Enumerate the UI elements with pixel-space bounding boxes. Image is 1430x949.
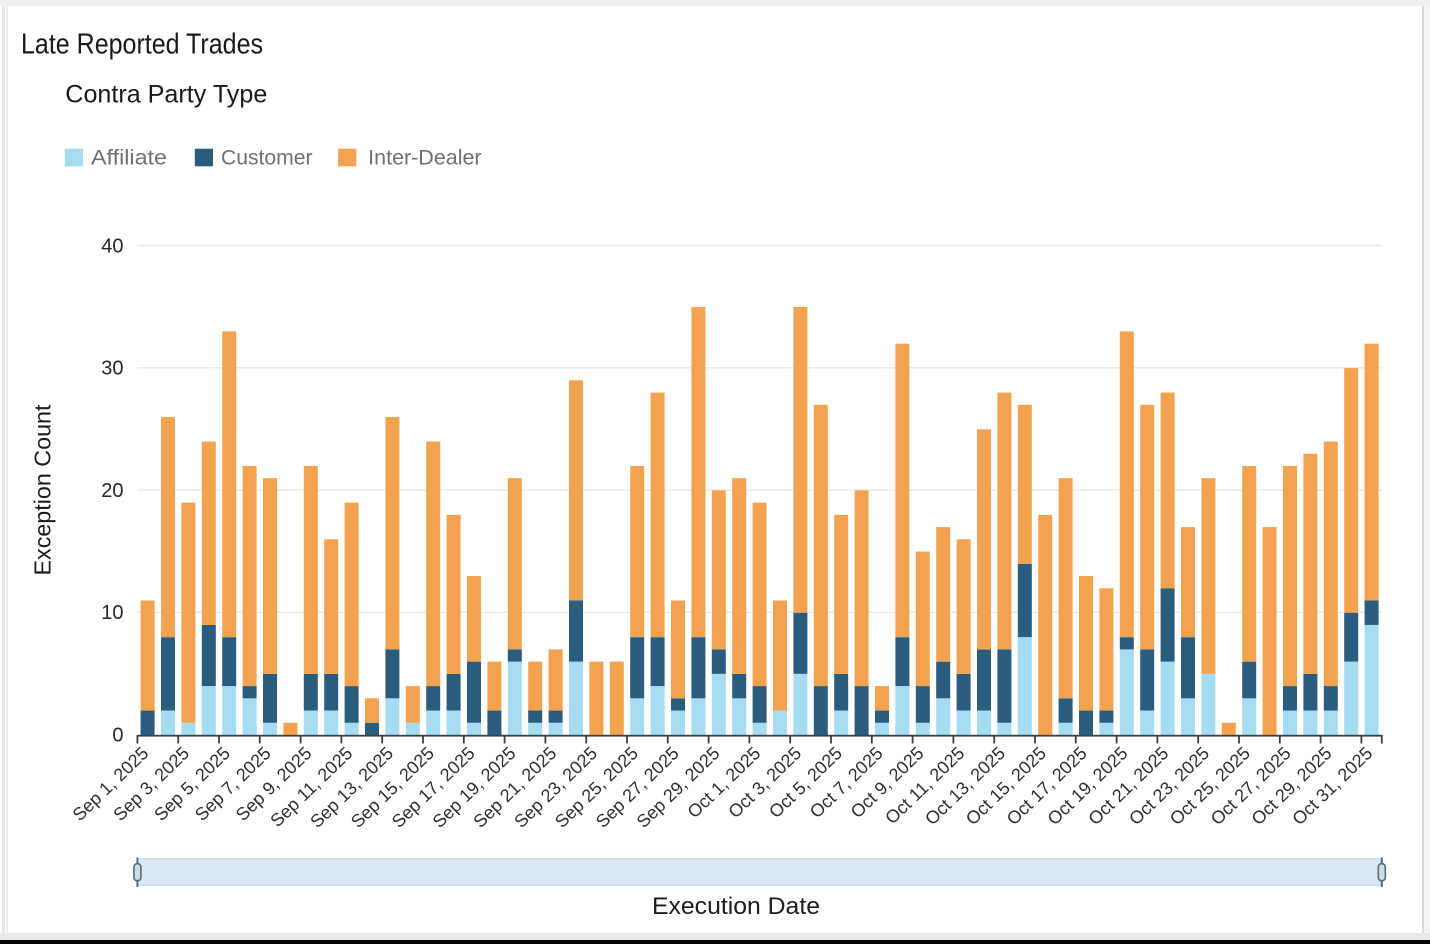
svg-text:Execution Date: Execution Date xyxy=(652,893,820,920)
svg-text:Exception Count: Exception Count xyxy=(30,404,56,576)
svg-text:10: 10 xyxy=(101,602,123,624)
svg-text:Affiliate: Affiliate xyxy=(91,146,167,169)
svg-text:Contra Party Type: Contra Party Type xyxy=(65,80,267,108)
svg-text:Customer: Customer xyxy=(221,146,313,169)
svg-text:Inter-Dealer: Inter-Dealer xyxy=(368,146,481,169)
svg-text:40: 40 xyxy=(101,235,123,257)
svg-text:30: 30 xyxy=(101,358,123,380)
svg-text:0: 0 xyxy=(112,725,123,747)
svg-text:Late Reported Trades: Late Reported Trades xyxy=(21,29,263,61)
svg-text:20: 20 xyxy=(101,480,123,502)
